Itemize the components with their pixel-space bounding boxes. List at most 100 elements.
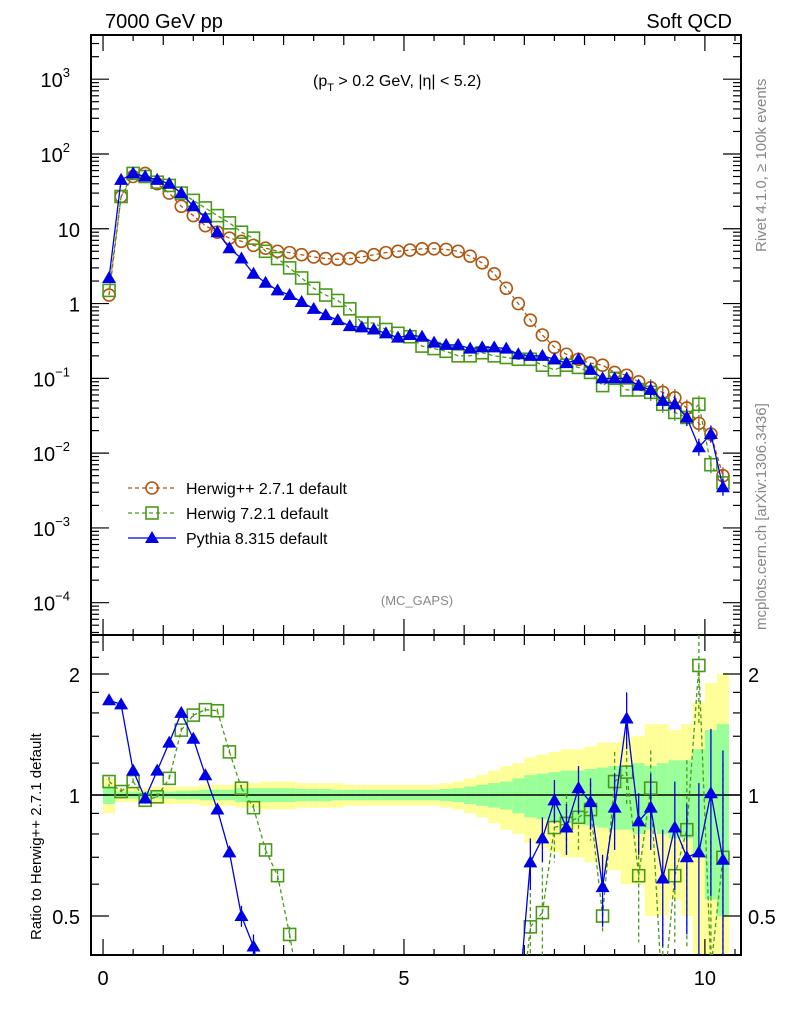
data-point-square — [102, 283, 116, 298]
y-tick-exponent: 3 — [63, 65, 70, 80]
data-point-triangle — [150, 172, 165, 185]
ratio-point-triangle — [162, 735, 177, 748]
data-point-triangle — [547, 352, 562, 365]
ratio-line-square — [276, 875, 291, 935]
data-point-square — [282, 261, 297, 275]
data-point-triangle — [402, 327, 417, 340]
ratio-line-square — [193, 709, 206, 716]
ratio-point-triangle — [138, 791, 153, 804]
data-point-circle — [595, 358, 610, 372]
data-point-triangle — [691, 440, 706, 453]
ratio-line-triangle — [192, 738, 206, 776]
ratio-line-square — [626, 772, 640, 876]
y-tick-label: 10 — [58, 220, 80, 242]
y-tick-exponent: −3 — [55, 514, 70, 529]
ratio-line-triangle — [601, 807, 616, 888]
ratio-tick-label-left: 0.5 — [52, 907, 80, 929]
band-inner-bin — [536, 773, 549, 820]
ratio-point-triangle — [535, 831, 550, 844]
data-point-circle — [162, 186, 177, 200]
ratio-point-triangle — [607, 800, 622, 813]
ratio-line-square — [240, 787, 255, 809]
data-point-triangle — [643, 382, 658, 395]
main-plot — [102, 166, 730, 496]
legend-label: Pythia 8.315 default — [186, 531, 328, 548]
data-point-circle — [487, 267, 502, 281]
ratio-point-triangle — [631, 814, 646, 827]
data-point-triangle — [318, 308, 333, 321]
ratio-line-triangle — [613, 718, 628, 808]
data-point-triangle — [198, 210, 213, 223]
data-point-triangle — [415, 329, 430, 342]
x-tick-label: 0 — [97, 968, 108, 990]
ratio-line-triangle — [240, 915, 255, 947]
y-tick-label: 102 — [41, 140, 70, 167]
ratio-point-triangle — [571, 781, 586, 794]
analysis-label: (MC_GAPS) — [381, 593, 453, 608]
data-point-triangle — [306, 301, 321, 314]
side-label-top: Rivet 4.1.0, ≥ 100k events — [753, 79, 770, 252]
ratio-point-triangle — [102, 693, 117, 706]
band-inner-bin — [656, 763, 669, 834]
ratio-y-axis-label: Ratio to Herwig++ 2.7.1 default — [28, 732, 45, 940]
data-point-triangle — [427, 335, 442, 348]
data-point-square — [210, 208, 225, 223]
data-point-triangle — [378, 326, 393, 339]
ratio-point-triangle — [186, 731, 201, 744]
ratio-tick-label-right: 2 — [748, 665, 759, 687]
ratio-line-square — [132, 781, 146, 801]
data-point-triangle — [114, 172, 129, 185]
data-point-triangle — [439, 337, 454, 350]
ratio-line-triangle — [216, 809, 231, 853]
data-point-square — [222, 216, 237, 230]
ratio-point-square — [258, 843, 273, 857]
data-point-square — [294, 271, 309, 285]
ratio-line-triangle — [565, 787, 580, 828]
data-point-square — [535, 358, 550, 372]
ratio-line-square — [711, 857, 724, 956]
ratio-line-square — [264, 849, 279, 876]
data-point-triangle — [595, 371, 610, 384]
ratio-point-square — [210, 703, 225, 718]
data-point-triangle — [210, 225, 225, 238]
ratio-point-square — [150, 789, 165, 804]
data-point-circle — [511, 296, 526, 311]
ratio-point-triangle — [126, 763, 141, 776]
ratio-point-triangle — [643, 800, 658, 813]
ratio-line-triangle — [650, 807, 664, 879]
data-point-triangle — [559, 356, 574, 369]
data-point-triangle — [354, 320, 369, 333]
ratio-tick-label-right: 0.5 — [748, 907, 776, 929]
data-point-square — [330, 293, 345, 308]
ratio-point-square — [246, 800, 261, 815]
ratio-line-square — [698, 665, 712, 956]
data-point-triangle — [619, 371, 634, 384]
ratio-point-triangle — [547, 793, 562, 806]
data-point-triangle — [174, 186, 189, 199]
data-point-square — [258, 244, 273, 259]
data-point-triangle — [162, 176, 177, 189]
side-label-bottom: mcplots.cern.ch [arXiv:1306.3436] — [753, 403, 770, 630]
ratio-point-square — [102, 774, 116, 789]
data-point-square — [114, 189, 128, 204]
data-point-triangle — [138, 169, 153, 182]
data-point-circle — [367, 247, 381, 262]
ratio-line-square — [205, 709, 218, 712]
data-point-circle — [463, 249, 477, 263]
data-point-triangle — [679, 410, 694, 423]
ratio-line-triangle — [204, 774, 219, 810]
ratio-point-triangle — [583, 795, 598, 808]
ratio-point-triangle — [150, 763, 165, 776]
ratio-point-triangle — [691, 845, 706, 858]
ratio-point-triangle — [222, 845, 237, 858]
data-point-triangle — [607, 371, 622, 384]
ratio-line-square — [589, 809, 604, 917]
ratio-point-triangle — [559, 820, 574, 833]
ratio-point-square — [174, 723, 189, 737]
ratio-tick-label-left: 2 — [69, 665, 80, 687]
data-point-square — [342, 302, 357, 316]
ratio-line-square — [674, 829, 688, 876]
data-point-triangle — [282, 288, 297, 301]
